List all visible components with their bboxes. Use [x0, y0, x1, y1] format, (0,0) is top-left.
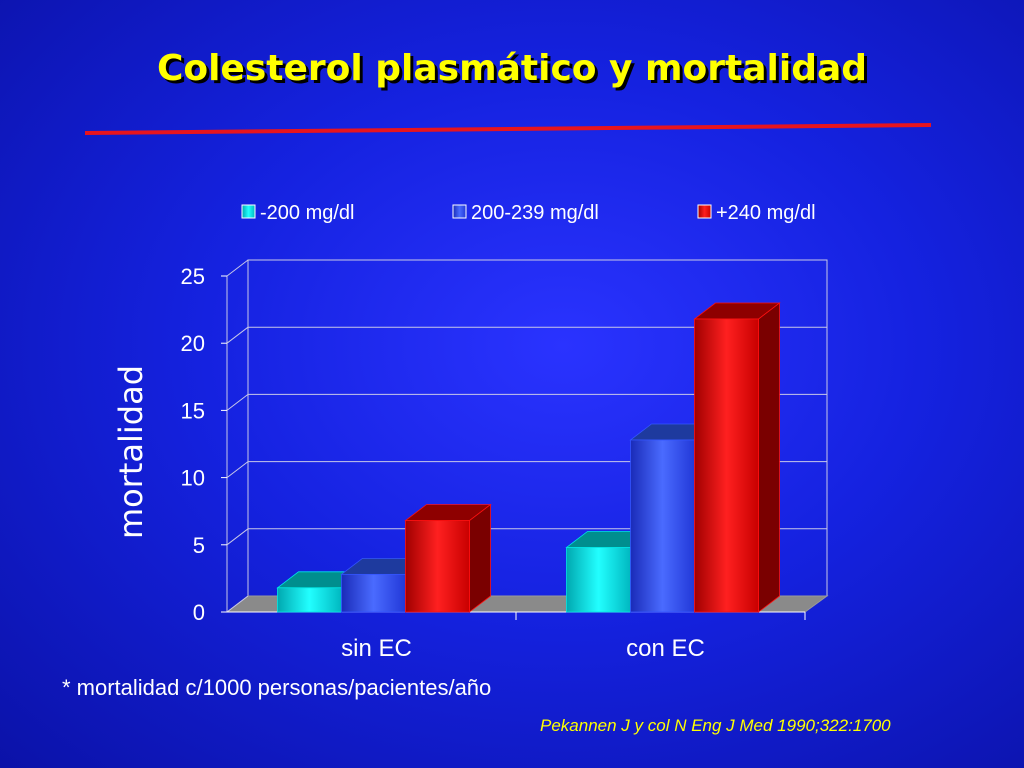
y-tick-label: 20 [181, 331, 205, 356]
legend-swatch [452, 204, 467, 219]
y-tick-label: 5 [193, 533, 205, 558]
bar [404, 503, 492, 613]
bar-side [469, 503, 491, 613]
bar-front [341, 573, 406, 613]
bar-front [694, 318, 759, 613]
bar-side [758, 302, 780, 613]
bar-front [566, 547, 631, 613]
gridline-side [226, 394, 249, 411]
bar-front [630, 439, 695, 613]
x-category-label: sin EC [341, 635, 412, 662]
gridline-side [226, 528, 249, 546]
legend-swatch [697, 204, 712, 219]
bar-front [277, 587, 342, 613]
legend-label: +240 mg/dl [716, 202, 816, 224]
y-tick-label: 15 [181, 398, 205, 423]
y-tick-label: 10 [181, 466, 205, 491]
y-axis-label: mortalidad [112, 365, 150, 539]
footnote: * mortalidad c/1000 personas/pacientes/a… [62, 675, 492, 700]
gridline-side [226, 595, 249, 613]
slide-title: Colesterol plasmático y mortalidad [156, 48, 868, 89]
legend-swatch [241, 204, 256, 219]
legend-label: 200-239 mg/dl [471, 202, 599, 224]
gridline-side [226, 326, 249, 344]
legend-label: -200 mg/dl [260, 202, 355, 224]
plot-area: 0 5 10 15 20 25 sin EC con EC [181, 259, 829, 662]
y-tick-label: 25 [181, 264, 205, 289]
citation: Pekannen J y col N Eng J Med 1990;322:17… [540, 716, 891, 735]
x-category-label: con EC [626, 635, 705, 662]
chart-legend: -200 mg/dl 200-239 mg/dl +240 mg/dl [241, 202, 816, 224]
bar [693, 302, 781, 613]
y-tick-label: 0 [193, 600, 205, 625]
gridline-side [226, 259, 249, 277]
gridline-side [226, 461, 249, 478]
bar-front [405, 520, 470, 613]
